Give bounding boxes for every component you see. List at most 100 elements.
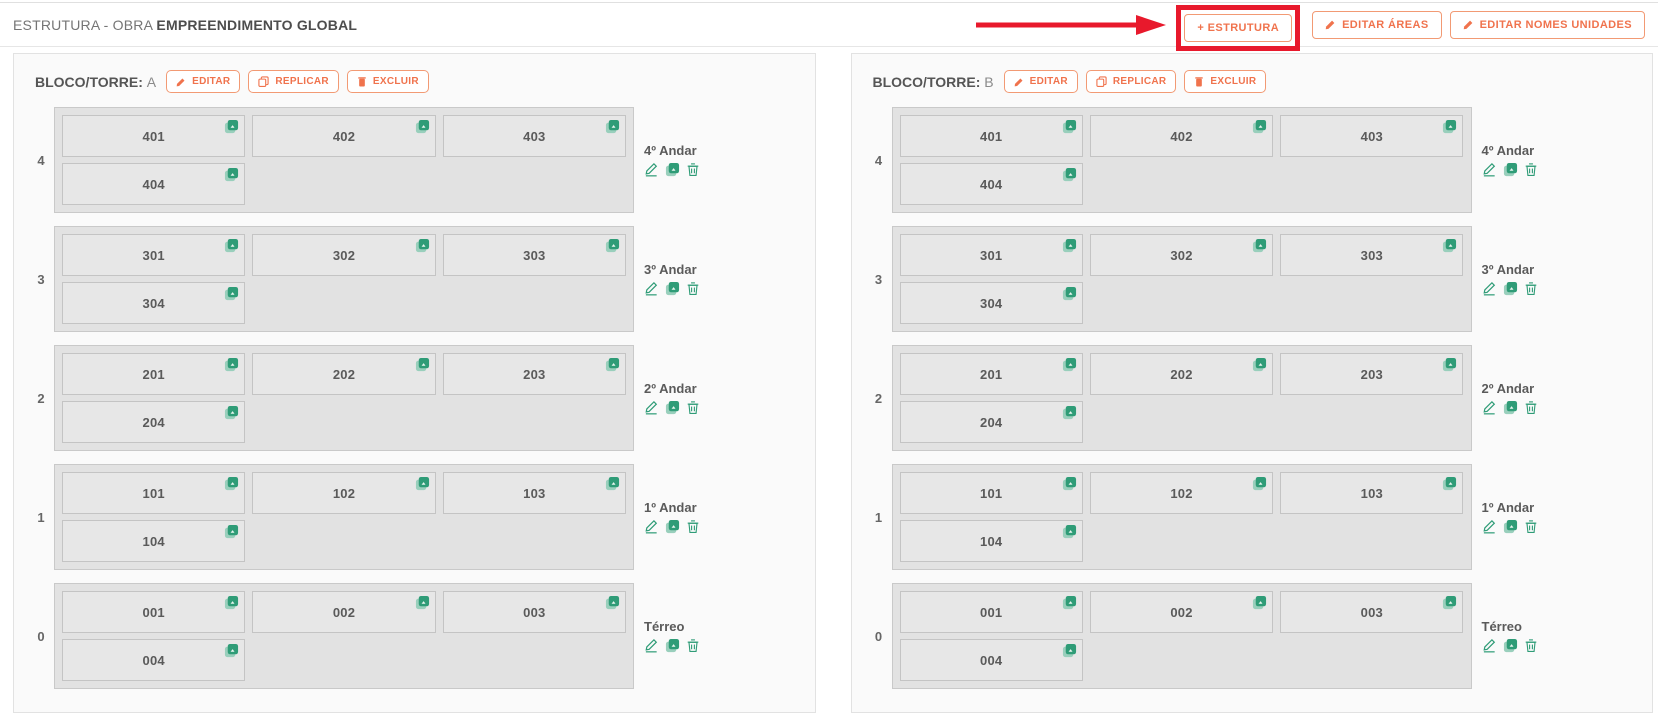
unit-cell[interactable]: 104 [62,520,246,562]
unit-copy-icon[interactable] [415,238,430,253]
unit-copy-icon[interactable] [1062,595,1077,610]
floor-copy-icon[interactable] [665,638,680,653]
unit-copy-icon[interactable] [224,238,239,253]
unit-cell[interactable]: 203 [442,353,626,395]
floor-delete-icon[interactable] [686,400,700,415]
unit-copy-icon[interactable] [415,476,430,491]
editar-nomes-unidades-button[interactable]: EDITAR NOMES UNIDADES [1449,10,1645,39]
floor-delete-icon[interactable] [686,162,700,177]
tower-replicar-button[interactable]: REPLICAR [1085,70,1177,93]
floor-edit-icon[interactable] [1482,399,1497,415]
unit-copy-icon[interactable] [1252,238,1267,253]
unit-copy-icon[interactable] [415,595,430,610]
unit-cell[interactable]: 404 [62,163,246,205]
unit-copy-icon[interactable] [605,119,620,134]
floor-delete-icon[interactable] [1524,400,1538,415]
unit-cell[interactable]: 302 [1089,234,1274,276]
floor-copy-icon[interactable] [1503,400,1518,415]
unit-cell[interactable]: 001 [62,591,246,633]
floor-delete-icon[interactable] [686,281,700,296]
floor-edit-icon[interactable] [1482,161,1497,177]
unit-copy-icon[interactable] [1252,119,1267,134]
unit-copy-icon[interactable] [224,286,239,301]
tower-editar-button[interactable]: EDITAR [1003,70,1078,93]
unit-cell[interactable]: 402 [252,115,436,157]
unit-copy-icon[interactable] [1442,119,1457,134]
unit-cell[interactable]: 104 [899,520,1083,562]
unit-cell[interactable]: 002 [1089,591,1274,633]
unit-copy-icon[interactable] [415,119,430,134]
unit-copy-icon[interactable] [1062,119,1077,134]
unit-cell[interactable]: 004 [62,639,246,681]
unit-cell[interactable]: 401 [62,115,246,157]
unit-cell[interactable]: 101 [62,472,246,514]
unit-copy-icon[interactable] [1062,238,1077,253]
unit-cell[interactable]: 103 [442,472,626,514]
unit-copy-icon[interactable] [605,595,620,610]
unit-copy-icon[interactable] [1062,357,1077,372]
unit-cell[interactable]: 303 [1280,234,1464,276]
floor-edit-icon[interactable] [644,399,659,415]
unit-cell[interactable]: 003 [442,591,626,633]
unit-cell[interactable]: 004 [899,639,1083,681]
unit-cell[interactable]: 202 [252,353,436,395]
unit-copy-icon[interactable] [1252,476,1267,491]
unit-copy-icon[interactable] [1062,643,1077,658]
floor-copy-icon[interactable] [665,281,680,296]
floor-delete-icon[interactable] [1524,519,1538,534]
tower-excluir-button[interactable]: EXCLUIR [346,70,429,93]
floor-copy-icon[interactable] [665,519,680,534]
unit-copy-icon[interactable] [1442,238,1457,253]
unit-copy-icon[interactable] [1062,476,1077,491]
unit-copy-icon[interactable] [224,524,239,539]
unit-cell[interactable]: 103 [1280,472,1464,514]
editar-areas-button[interactable]: EDITAR ÁREAS [1312,10,1442,39]
unit-cell[interactable]: 102 [1089,472,1274,514]
unit-cell[interactable]: 201 [62,353,246,395]
unit-copy-icon[interactable] [1442,357,1457,372]
floor-edit-icon[interactable] [644,518,659,534]
floor-edit-icon[interactable] [1482,637,1497,653]
tower-excluir-button[interactable]: EXCLUIR [1184,70,1267,93]
estrutura-button[interactable]: + ESTRUTURA [1184,13,1293,42]
unit-cell[interactable]: 403 [442,115,626,157]
unit-copy-icon[interactable] [224,476,239,491]
unit-cell[interactable]: 302 [252,234,436,276]
unit-copy-icon[interactable] [1062,524,1077,539]
unit-copy-icon[interactable] [1442,476,1457,491]
floor-copy-icon[interactable] [1503,519,1518,534]
unit-cell[interactable]: 403 [1280,115,1464,157]
unit-copy-icon[interactable] [415,357,430,372]
unit-cell[interactable]: 401 [899,115,1083,157]
unit-copy-icon[interactable] [1252,595,1267,610]
unit-copy-icon[interactable] [224,167,239,182]
unit-cell[interactable]: 402 [1089,115,1274,157]
floor-delete-icon[interactable] [1524,162,1538,177]
unit-copy-icon[interactable] [1062,167,1077,182]
unit-copy-icon[interactable] [605,476,620,491]
unit-cell[interactable]: 304 [62,282,246,324]
unit-cell[interactable]: 002 [252,591,436,633]
floor-delete-icon[interactable] [1524,638,1538,653]
unit-copy-icon[interactable] [1442,595,1457,610]
unit-copy-icon[interactable] [605,238,620,253]
unit-cell[interactable]: 101 [899,472,1083,514]
floor-edit-icon[interactable] [1482,280,1497,296]
unit-copy-icon[interactable] [224,595,239,610]
unit-copy-icon[interactable] [605,357,620,372]
unit-cell[interactable]: 003 [1280,591,1464,633]
unit-cell[interactable]: 001 [899,591,1083,633]
unit-cell[interactable]: 404 [899,163,1083,205]
unit-copy-icon[interactable] [224,405,239,420]
floor-delete-icon[interactable] [686,638,700,653]
floor-copy-icon[interactable] [665,162,680,177]
tower-replicar-button[interactable]: REPLICAR [248,70,339,93]
unit-copy-icon[interactable] [1062,286,1077,301]
unit-cell[interactable]: 204 [62,401,246,443]
unit-copy-icon[interactable] [224,357,239,372]
unit-cell[interactable]: 202 [1089,353,1274,395]
unit-copy-icon[interactable] [1062,405,1077,420]
unit-cell[interactable]: 301 [62,234,246,276]
floor-edit-icon[interactable] [644,637,659,653]
floor-copy-icon[interactable] [1503,638,1518,653]
